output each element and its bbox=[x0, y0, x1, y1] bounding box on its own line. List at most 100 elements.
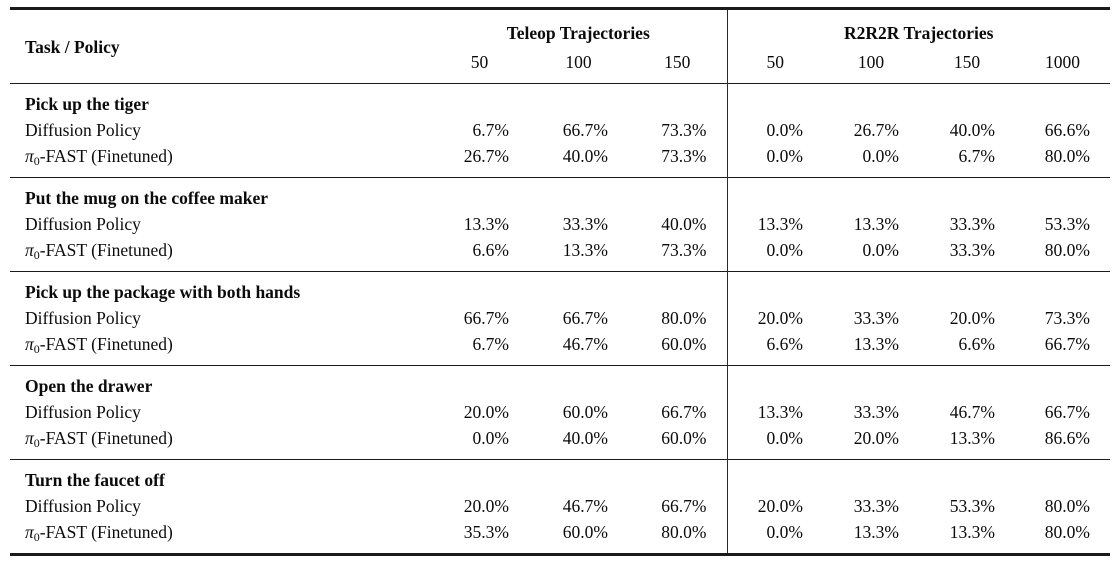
pi-subscript: 0 bbox=[33, 342, 40, 356]
success-rate-teleop: 40.0% bbox=[661, 214, 707, 234]
pi-subscript: 0 bbox=[33, 154, 40, 168]
success-rate-r2r2r: 13.3% bbox=[853, 214, 899, 234]
success-rate-teleop: 6.6% bbox=[472, 240, 509, 260]
success-rate-r2r2r: 0.0% bbox=[862, 240, 899, 260]
success-rate-r2r2r: 6.6% bbox=[726, 331, 823, 366]
success-rate-r2r2r: 33.3% bbox=[853, 496, 899, 516]
task-title-spacer bbox=[726, 177, 1110, 211]
success-rate-r2r2r: 33.3% bbox=[949, 214, 995, 234]
success-rate-r2r2r: 0.0% bbox=[726, 143, 823, 178]
pi-symbol: π bbox=[25, 334, 34, 354]
policy-row: π0-FAST (Finetuned) 6.7% 46.7% 60.0% 6.6% 13.… bbox=[10, 331, 1110, 366]
pi-subscript: 0 bbox=[33, 248, 40, 262]
success-rate-teleop: 60.0% bbox=[661, 428, 707, 448]
success-rate-r2r2r: 26.7% bbox=[853, 120, 899, 140]
task-title-spacer bbox=[726, 459, 1110, 493]
policy-name: Diffusion Policy bbox=[25, 402, 141, 422]
policy-row: π0-FAST (Finetuned) 0.0% 40.0% 60.0% 0.0% 20.… bbox=[10, 425, 1110, 460]
task-title: Turn the faucet off bbox=[25, 470, 165, 490]
pi-symbol: π bbox=[25, 428, 34, 448]
success-rate-r2r2r: 53.3% bbox=[949, 496, 995, 516]
success-rate-r2r2r: 33.3% bbox=[853, 308, 899, 328]
success-rate-teleop: 80.0% bbox=[661, 522, 707, 542]
success-rate-r2r2r: 80.0% bbox=[1044, 146, 1090, 166]
success-rate-teleop: 60.0% bbox=[562, 522, 608, 542]
success-rate-r2r2r: 13.3% bbox=[726, 211, 823, 237]
success-rate-r2r2r: 13.3% bbox=[949, 522, 995, 542]
success-rate-r2r2r: 20.0% bbox=[726, 305, 823, 331]
success-rate-teleop: 13.3% bbox=[463, 214, 509, 234]
r2r2r-trajectories-header: R2R2R Trajectories bbox=[726, 8, 1110, 46]
task-group: Pick up the tiger Diffusion Policy 6.7% 66.… bbox=[10, 83, 1110, 178]
success-rate-teleop: 0.0% bbox=[472, 428, 509, 448]
success-rate-teleop: 66.7% bbox=[562, 308, 608, 328]
success-rate-r2r2r: 6.7% bbox=[958, 146, 995, 166]
pi-subscript: 0 bbox=[33, 530, 40, 544]
policy-name: π0-FAST (Finetuned) bbox=[25, 522, 173, 544]
success-rate-teleop: 66.7% bbox=[463, 308, 509, 328]
success-rate-r2r2r: 46.7% bbox=[949, 402, 995, 422]
col-header-r2r2r-100: 100 bbox=[857, 52, 885, 72]
task-title-row: Pick up the tiger bbox=[10, 83, 1110, 117]
policy-row: Diffusion Policy 20.0% 60.0% 66.7% 13.3% 33.3… bbox=[10, 399, 1110, 425]
col-header-teleop-100: 100 bbox=[565, 52, 592, 72]
task-title-row: Turn the faucet off bbox=[10, 459, 1110, 493]
success-rate-r2r2r: 13.3% bbox=[853, 334, 899, 354]
success-rate-teleop: 20.0% bbox=[463, 402, 509, 422]
task-title-spacer bbox=[726, 83, 1110, 117]
col-header-teleop-50: 50 bbox=[470, 52, 489, 72]
success-rate-r2r2r: 33.3% bbox=[853, 402, 899, 422]
success-rate-r2r2r: 0.0% bbox=[726, 425, 823, 460]
results-table: Task / Policy Teleop Trajectories R2R2R … bbox=[10, 7, 1110, 556]
task-group: Turn the faucet off Diffusion Policy 20.0%… bbox=[10, 459, 1110, 555]
success-rate-teleop: 80.0% bbox=[661, 308, 707, 328]
success-rate-r2r2r: 13.3% bbox=[853, 522, 899, 542]
policy-name: π0-FAST (Finetuned) bbox=[25, 146, 173, 168]
task-title-spacer bbox=[726, 365, 1110, 399]
success-rate-r2r2r: 66.7% bbox=[1044, 402, 1090, 422]
success-rate-teleop: 66.7% bbox=[661, 496, 707, 516]
policy-name: Diffusion Policy bbox=[25, 308, 141, 328]
success-rate-r2r2r: 80.0% bbox=[1044, 240, 1090, 260]
policy-row: π0-FAST (Finetuned) 35.3% 60.0% 80.0% 0.0% 13… bbox=[10, 519, 1110, 555]
task-title: Open the drawer bbox=[25, 376, 153, 396]
pi-symbol: π bbox=[25, 522, 34, 542]
task-title: Pick up the tiger bbox=[25, 94, 149, 114]
policy-name: Diffusion Policy bbox=[25, 120, 141, 140]
success-rate-r2r2r: 6.6% bbox=[958, 334, 995, 354]
policy-row: Diffusion Policy 6.7% 66.7% 73.3% 0.0% 26.7% 4… bbox=[10, 117, 1110, 143]
pi-symbol: π bbox=[25, 146, 34, 166]
policy-row: Diffusion Policy 13.3% 33.3% 40.0% 13.3% 13.3… bbox=[10, 211, 1110, 237]
success-rate-teleop: 73.3% bbox=[661, 120, 707, 140]
policy-row: Diffusion Policy 20.0% 46.7% 66.7% 20.0% 33.3… bbox=[10, 493, 1110, 519]
success-rate-r2r2r: 80.0% bbox=[1044, 522, 1090, 542]
success-rate-r2r2r: 0.0% bbox=[726, 117, 823, 143]
success-rate-teleop: 40.0% bbox=[562, 428, 608, 448]
success-rate-teleop: 60.0% bbox=[562, 402, 608, 422]
success-rate-teleop: 60.0% bbox=[661, 334, 707, 354]
policy-row: π0-FAST (Finetuned) 26.7% 40.0% 73.3% 0.0% 0.… bbox=[10, 143, 1110, 178]
task-group: Put the mug on the coffee maker Diffusion… bbox=[10, 177, 1110, 272]
task-group: Pick up the package with both hands Diffu… bbox=[10, 271, 1110, 366]
success-rate-teleop: 73.3% bbox=[661, 146, 707, 166]
policy-name: π0-FAST (Finetuned) bbox=[25, 334, 173, 356]
success-rate-r2r2r: 13.3% bbox=[949, 428, 995, 448]
success-rate-r2r2r: 20.0% bbox=[949, 308, 995, 328]
success-rate-teleop: 73.3% bbox=[661, 240, 707, 260]
task-group: Open the drawer Diffusion Policy 20.0% 60.0… bbox=[10, 365, 1110, 460]
policy-row: Diffusion Policy 66.7% 66.7% 80.0% 20.0% 33.3… bbox=[10, 305, 1110, 331]
success-rate-r2r2r: 53.3% bbox=[1044, 214, 1090, 234]
success-rate-r2r2r: 20.0% bbox=[853, 428, 899, 448]
policy-name: π0-FAST (Finetuned) bbox=[25, 428, 173, 450]
success-rate-teleop: 33.3% bbox=[562, 214, 608, 234]
success-rate-teleop: 40.0% bbox=[562, 146, 608, 166]
col-header-teleop-150: 150 bbox=[664, 52, 691, 72]
success-rate-teleop: 46.7% bbox=[562, 334, 608, 354]
success-rate-r2r2r: 80.0% bbox=[1044, 496, 1090, 516]
task-title: Put the mug on the coffee maker bbox=[25, 188, 269, 208]
success-rate-teleop: 20.0% bbox=[463, 496, 509, 516]
policy-name: Diffusion Policy bbox=[25, 214, 141, 234]
col-header-r2r2r-150: 150 bbox=[953, 52, 981, 72]
policy-row: π0-FAST (Finetuned) 6.6% 13.3% 73.3% 0.0% 0.0… bbox=[10, 237, 1110, 272]
